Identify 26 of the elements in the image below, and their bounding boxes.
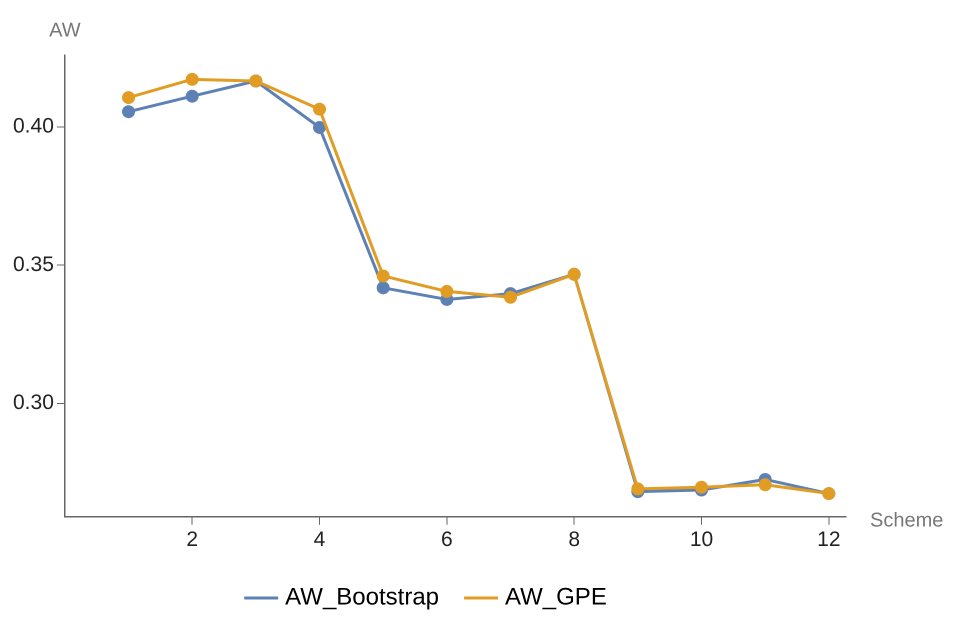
x-tick-label: 2 bbox=[186, 528, 198, 552]
x-tick-label: 6 bbox=[441, 528, 453, 552]
point bbox=[440, 284, 454, 298]
point bbox=[186, 72, 199, 86]
point bbox=[631, 482, 644, 496]
point bbox=[122, 91, 136, 104]
point bbox=[694, 480, 708, 494]
x-tick-label: 12 bbox=[817, 528, 840, 552]
x-tick-label: 4 bbox=[314, 528, 326, 552]
point bbox=[504, 290, 518, 304]
point bbox=[122, 105, 136, 118]
point bbox=[376, 281, 390, 294]
y-tick-label: 0.30 bbox=[12, 391, 54, 414]
y-tick-label: 0.40 bbox=[12, 114, 54, 138]
point bbox=[376, 269, 390, 282]
y-tick-label: 0.35 bbox=[12, 252, 54, 276]
point bbox=[758, 478, 772, 492]
point bbox=[313, 120, 326, 134]
point bbox=[186, 90, 199, 103]
x-tick-label: 8 bbox=[568, 528, 580, 552]
legend-label: AW_GPE bbox=[505, 584, 607, 611]
x-tick-label: 10 bbox=[690, 528, 714, 552]
legend-label: AW_Bootstrap bbox=[285, 584, 440, 611]
y-axis-title: AW bbox=[49, 20, 81, 42]
point bbox=[313, 102, 326, 116]
x-axis-title: Scheme bbox=[870, 509, 944, 532]
